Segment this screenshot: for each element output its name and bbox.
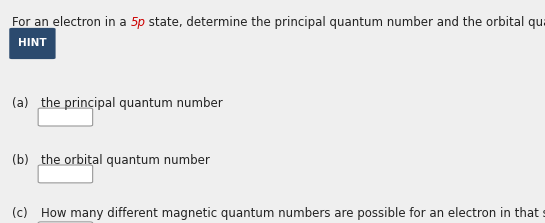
Text: state, determine the principal quantum number and the orbital quantum number.: state, determine the principal quantum n… [146, 16, 545, 29]
Text: the principal quantum number: the principal quantum number [41, 97, 222, 110]
Text: (a): (a) [12, 97, 36, 110]
Text: How many different magnetic quantum numbers are possible for an electron in that: How many different magnetic quantum numb… [41, 207, 545, 220]
FancyBboxPatch shape [9, 28, 56, 59]
Text: the orbital quantum number: the orbital quantum number [41, 154, 210, 167]
FancyBboxPatch shape [38, 222, 93, 223]
Text: 5p: 5p [130, 16, 146, 29]
FancyBboxPatch shape [38, 108, 93, 126]
Text: For an electron in a: For an electron in a [12, 16, 130, 29]
Text: (b): (b) [12, 154, 36, 167]
FancyBboxPatch shape [38, 165, 93, 183]
Text: HINT: HINT [18, 39, 47, 48]
Text: (c): (c) [12, 207, 35, 220]
